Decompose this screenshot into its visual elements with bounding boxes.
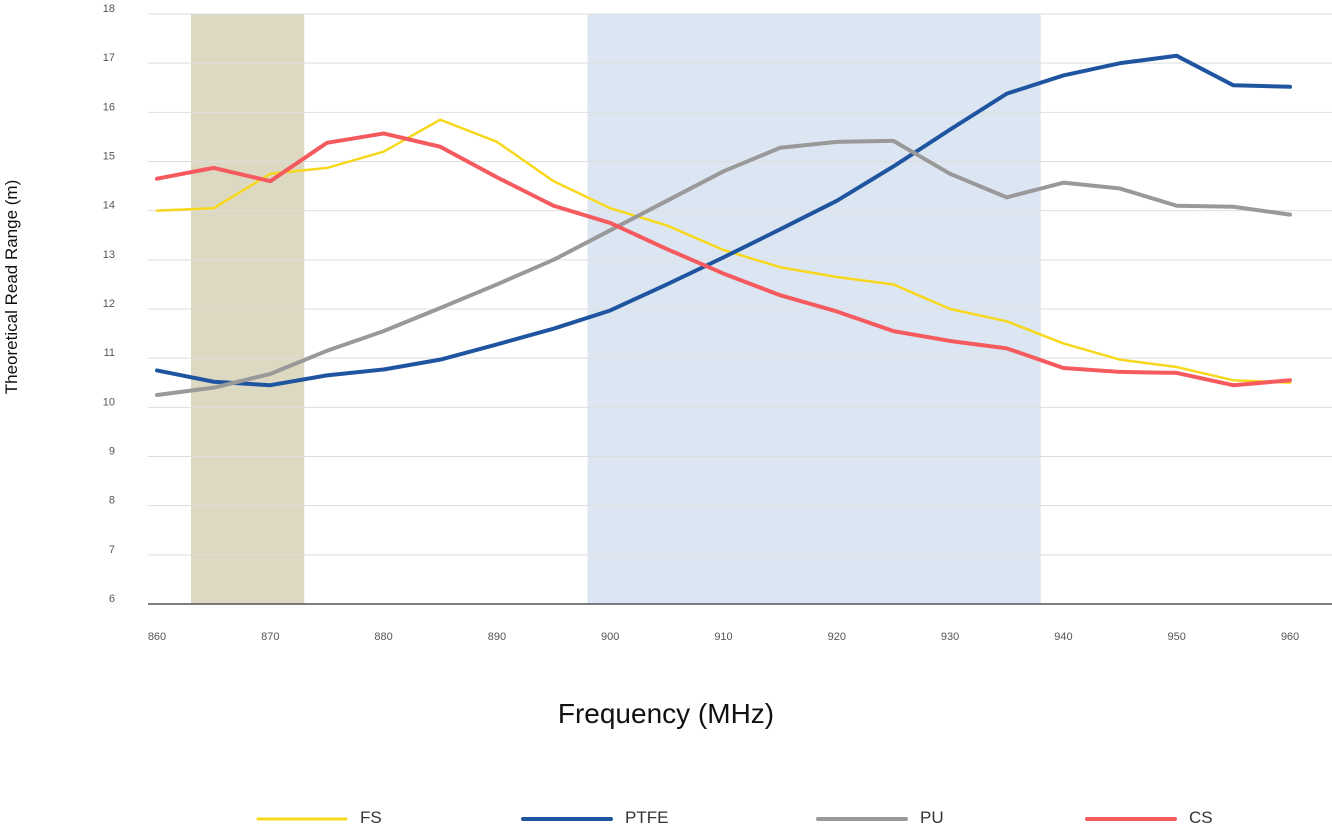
legend-label-ptfe: PTFE	[625, 808, 668, 827]
y-tick-labels: 6 7 8 9 10 11 12 13 14 15 16 17 18	[103, 3, 115, 605]
y-tick-6: 6	[109, 593, 115, 605]
x-tick-870: 870	[261, 631, 279, 643]
x-axis-title: Frequency (MHz)	[558, 698, 774, 729]
y-tick-8: 8	[109, 495, 115, 507]
series-ptfe-line	[155, 53, 1292, 388]
x-tick-950: 950	[1168, 631, 1186, 643]
y-tick-11: 11	[104, 347, 115, 359]
x-tick-920: 920	[828, 631, 846, 643]
x-tick-940: 940	[1054, 631, 1072, 643]
y-tick-14: 14	[103, 200, 115, 212]
legend-label-pu: PU	[920, 808, 944, 827]
y-tick-15: 15	[103, 151, 115, 163]
series-fs-line	[155, 118, 1292, 384]
y-tick-18: 18	[103, 3, 115, 15]
y-tick-13: 13	[103, 249, 115, 261]
x-tick-930: 930	[941, 631, 959, 643]
y-tick-10: 10	[103, 396, 115, 408]
x-tick-880: 880	[374, 631, 392, 643]
x-tick-900: 900	[601, 631, 619, 643]
y-tick-17: 17	[103, 52, 115, 64]
y-tick-12: 12	[103, 298, 115, 310]
legend: FS PTFE PU CS	[256, 808, 1213, 827]
y-tick-7: 7	[109, 544, 115, 556]
x-tick-860: 860	[148, 631, 166, 643]
data-series	[155, 53, 1292, 398]
grid-lines	[148, 13, 1332, 556]
y-tick-9: 9	[109, 446, 115, 458]
series-cs-line	[155, 131, 1292, 388]
x-tick-910: 910	[714, 631, 732, 643]
series-pu-line	[155, 138, 1292, 398]
y-axis-title: Theoretical Read Range (m)	[2, 180, 21, 394]
y-tick-16: 16	[103, 101, 115, 113]
x-tick-890: 890	[488, 631, 506, 643]
x-tick-labels: 860 870 880 890 900 910 920 930 940 950 960	[148, 631, 1299, 643]
x-tick-960: 960	[1281, 631, 1299, 643]
legend-label-cs: CS	[1189, 808, 1213, 827]
legend-label-fs: FS	[360, 808, 382, 827]
